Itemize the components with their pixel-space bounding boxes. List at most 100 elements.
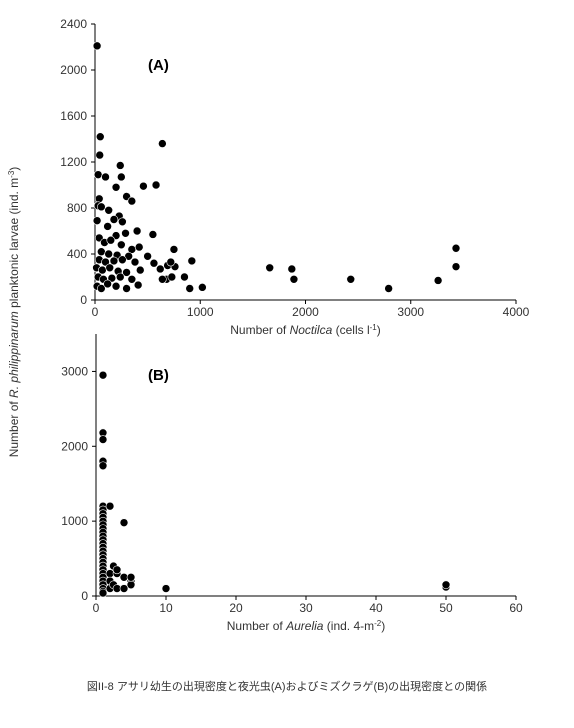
- x-axis-label-part: (ind. 4-m: [323, 619, 374, 633]
- x-tick-label: 3000: [397, 305, 424, 319]
- point: [127, 274, 137, 284]
- y-tick-label: 800: [67, 201, 87, 215]
- y-tick-label: 2000: [60, 63, 87, 77]
- point: [104, 249, 113, 259]
- point: [106, 235, 116, 245]
- panel-label: (B): [148, 367, 169, 384]
- point: [93, 170, 103, 179]
- x-axis-label-part: (cells l: [332, 323, 369, 337]
- point: [433, 276, 443, 285]
- y-tick-label: 2000: [61, 439, 88, 453]
- point: [451, 262, 461, 271]
- point: [130, 257, 140, 267]
- x-tick-label: 10: [159, 601, 173, 615]
- point: [115, 272, 125, 282]
- point: [167, 272, 177, 282]
- point: [155, 264, 165, 274]
- point: [117, 172, 126, 182]
- x-tick-label: 30: [299, 601, 313, 615]
- x-axis-label-part: Aurelia: [285, 619, 324, 633]
- point: [119, 518, 129, 527]
- point: [169, 245, 179, 254]
- y-tick-label: 3000: [61, 364, 88, 378]
- point: [143, 251, 152, 261]
- point: [149, 258, 159, 268]
- point: [105, 501, 115, 511]
- x-axis-label-part: -2: [374, 619, 382, 628]
- point: [121, 229, 130, 238]
- point: [111, 183, 121, 192]
- x-tick-label: 60: [509, 601, 523, 615]
- point: [107, 273, 117, 283]
- point: [133, 280, 143, 290]
- point: [92, 216, 102, 225]
- panel-label: (A): [148, 57, 169, 74]
- point: [103, 222, 112, 231]
- x-axis-label-part: ): [381, 619, 385, 633]
- point: [103, 279, 112, 289]
- point: [346, 274, 356, 284]
- y-axis-label: Number of R. philippinarum planktonic la…: [7, 167, 22, 458]
- point: [158, 139, 167, 148]
- point: [101, 172, 110, 182]
- point: [118, 255, 127, 265]
- y-tick-label: 1000: [61, 514, 88, 528]
- point: [101, 257, 110, 267]
- point: [98, 435, 108, 444]
- x-tick-label: 0: [93, 601, 100, 615]
- point: [92, 41, 102, 51]
- x-tick-label: 20: [229, 601, 243, 615]
- point: [126, 580, 136, 590]
- x-axis-label-part: Noctilca: [290, 323, 333, 337]
- point: [97, 202, 106, 212]
- point: [122, 268, 131, 277]
- x-axis-label-part: ): [377, 323, 381, 337]
- point: [105, 263, 115, 273]
- point: [97, 284, 106, 293]
- x-axis-label-part: Number of: [227, 619, 286, 633]
- point: [127, 196, 137, 206]
- point: [104, 206, 113, 215]
- point: [111, 281, 121, 291]
- x-tick-label: 1000: [187, 305, 214, 319]
- point: [151, 180, 161, 190]
- x-axis-label: Number of Aurelia (ind. 4-m-2): [227, 619, 386, 634]
- x-axis-label: Number of Noctilca (cells l-1): [230, 323, 381, 338]
- y-tick-label: 1200: [60, 155, 87, 169]
- point: [135, 265, 145, 275]
- y-tick-label: 0: [80, 293, 87, 307]
- x-tick-label: 2000: [292, 305, 319, 319]
- point: [95, 150, 105, 160]
- point: [148, 230, 158, 239]
- point: [98, 265, 107, 275]
- point: [166, 257, 176, 267]
- x-tick-label: 4000: [503, 305, 530, 319]
- y-tick-label: 1600: [60, 109, 87, 123]
- point: [126, 572, 136, 582]
- x-axis-label-part: -1: [370, 323, 378, 332]
- caption: 図II-8 アサリ幼生の出現密度と夜光虫(A)およびミズクラゲ(B)の出現密度と…: [87, 679, 487, 693]
- point: [441, 580, 451, 590]
- point: [289, 274, 299, 284]
- point: [384, 284, 393, 293]
- y-tick-label: 400: [67, 247, 87, 261]
- point: [185, 284, 195, 293]
- y-tick-label: 0: [81, 589, 88, 603]
- point: [115, 161, 125, 170]
- point: [98, 461, 108, 471]
- point: [139, 181, 148, 191]
- point: [119, 584, 129, 593]
- point: [109, 256, 119, 266]
- point: [180, 272, 189, 282]
- x-tick-label: 0: [92, 305, 99, 319]
- point: [122, 284, 131, 293]
- x-tick-label: 40: [369, 601, 383, 615]
- point: [98, 588, 108, 598]
- y-tick-label: 2400: [60, 17, 87, 31]
- point: [134, 242, 144, 252]
- point: [451, 243, 461, 253]
- point: [132, 226, 142, 236]
- point: [161, 584, 171, 593]
- point: [117, 240, 126, 250]
